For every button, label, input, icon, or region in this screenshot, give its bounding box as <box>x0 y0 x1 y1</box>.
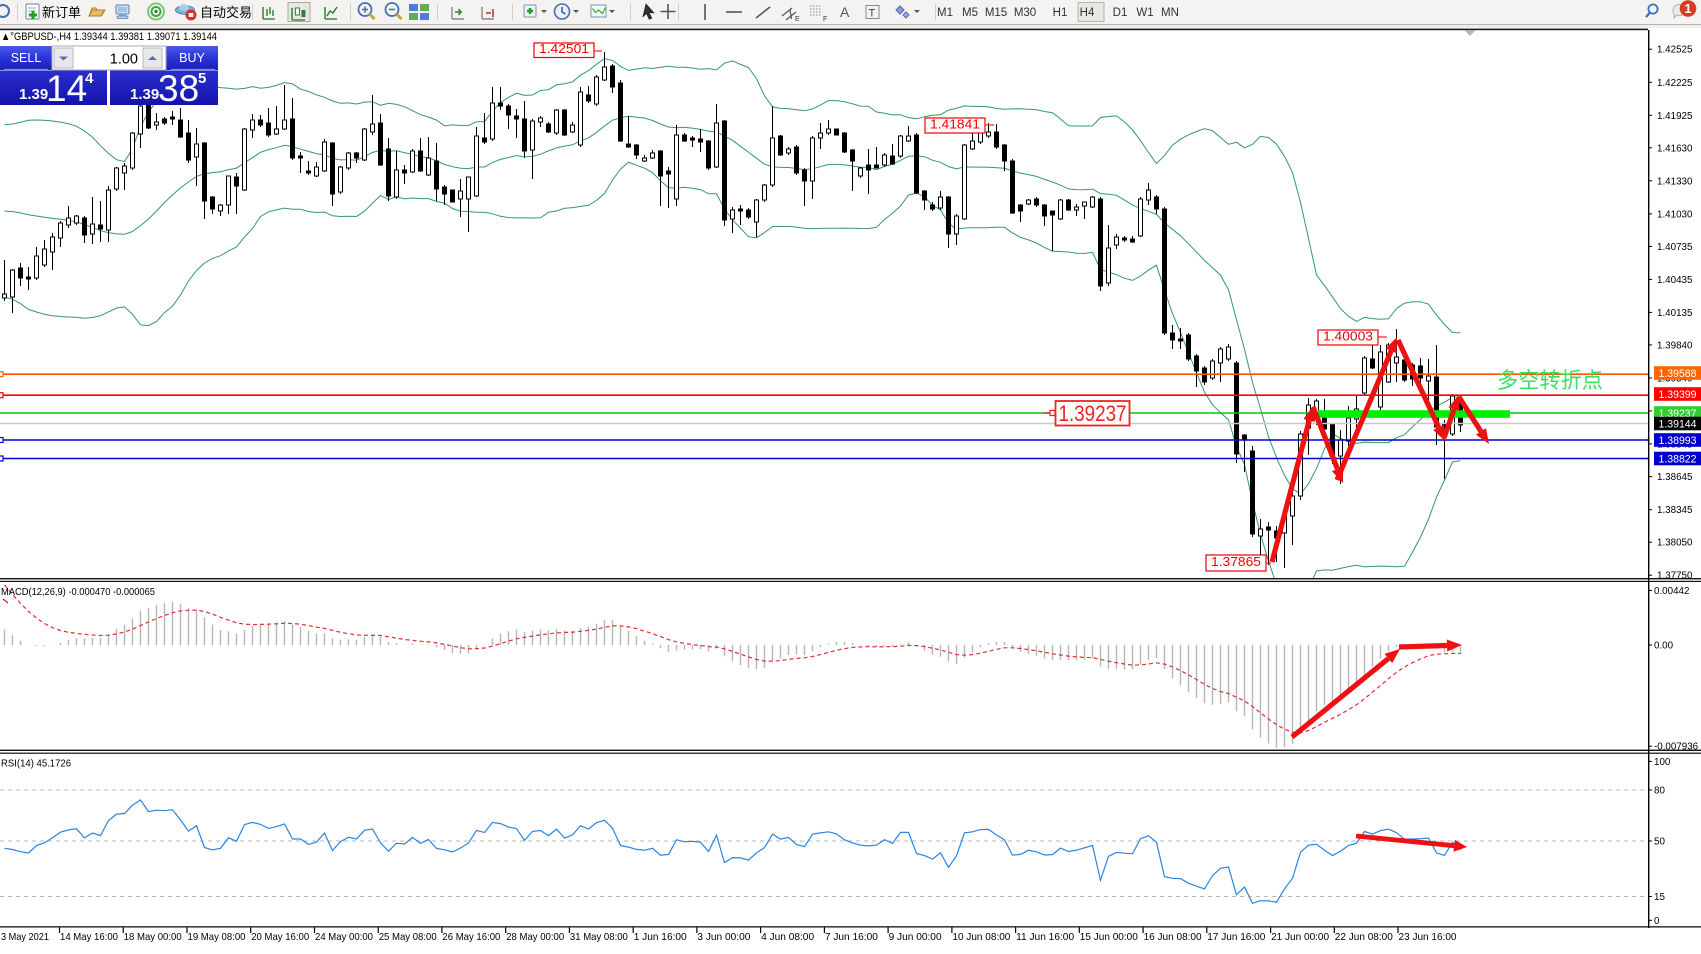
svg-text:9 Jun 00:00: 9 Jun 00:00 <box>889 932 942 943</box>
svg-text:1 Jun 16:00: 1 Jun 16:00 <box>634 932 687 943</box>
svg-text:MN: MN <box>1161 7 1179 19</box>
svg-text:0.00442: 0.00442 <box>1654 586 1689 597</box>
svg-text:1.41925: 1.41925 <box>1657 111 1693 122</box>
svg-text:1.41630: 1.41630 <box>1657 143 1693 154</box>
svg-text:23 Jun 16:00: 23 Jun 16:00 <box>1399 932 1457 943</box>
svg-text:18 May 00:00: 18 May 00:00 <box>124 932 182 943</box>
svg-text:▲°GBPUSD-,H4 1.39344 1.39381: ▲°GBPUSD-,H4 1.39344 1.39381 1.39071 1.3… <box>1 31 217 43</box>
svg-text:11 Jun 16:00: 11 Jun 16:00 <box>1016 932 1074 943</box>
svg-text:3 May 2021: 3 May 2021 <box>1 932 49 943</box>
svg-text:1.38993: 1.38993 <box>1659 435 1697 447</box>
svg-text:15: 15 <box>1654 892 1665 903</box>
svg-text:100: 100 <box>1654 757 1671 768</box>
svg-text:M1: M1 <box>937 7 953 19</box>
svg-text:D1: D1 <box>1113 7 1128 19</box>
svg-text:80: 80 <box>1654 786 1665 797</box>
svg-text:7 Jun 16:00: 7 Jun 16:00 <box>825 932 878 943</box>
svg-text:SELL: SELL <box>11 51 42 65</box>
svg-text:24 May 00:00: 24 May 00:00 <box>315 932 373 943</box>
svg-text:1.40135: 1.40135 <box>1657 308 1693 319</box>
svg-text:RSI(14) 45.1726: RSI(14) 45.1726 <box>1 759 71 770</box>
svg-text:1.38050: 1.38050 <box>1657 538 1693 549</box>
svg-text:4: 4 <box>85 70 94 87</box>
svg-text:1.42501: 1.42501 <box>539 41 589 56</box>
svg-text:1.42225: 1.42225 <box>1657 78 1693 89</box>
svg-text:1.41030: 1.41030 <box>1657 209 1693 220</box>
svg-text:A: A <box>840 4 850 20</box>
svg-text:E: E <box>795 16 800 23</box>
svg-text:1: 1 <box>1684 1 1691 16</box>
svg-text:1.42525: 1.42525 <box>1657 45 1693 56</box>
svg-text:1.41841: 1.41841 <box>930 117 980 132</box>
svg-text:3 Jun 00:00: 3 Jun 00:00 <box>697 932 750 943</box>
svg-text:M15: M15 <box>985 7 1007 19</box>
svg-text:0: 0 <box>1654 916 1660 927</box>
svg-text:M30: M30 <box>1014 7 1036 19</box>
svg-text:38: 38 <box>158 68 199 109</box>
svg-text:自动交易: 自动交易 <box>200 5 252 20</box>
svg-text:10 Jun 08:00: 10 Jun 08:00 <box>952 932 1010 943</box>
svg-text:14 May 16:00: 14 May 16:00 <box>60 932 118 943</box>
svg-text:1.37865: 1.37865 <box>1211 554 1261 569</box>
svg-text:17 Jun 16:00: 17 Jun 16:00 <box>1207 932 1265 943</box>
svg-text:1.39237: 1.39237 <box>1059 401 1127 426</box>
svg-text:1.40003: 1.40003 <box>1323 329 1373 344</box>
svg-text:5: 5 <box>198 70 206 87</box>
svg-text:1.00: 1.00 <box>110 52 138 68</box>
svg-text:1.39144: 1.39144 <box>1659 419 1697 431</box>
svg-text:1.39399: 1.39399 <box>1659 389 1697 401</box>
svg-text:H4: H4 <box>1080 7 1095 19</box>
svg-text:F: F <box>823 16 827 23</box>
svg-text:21 Jun 00:00: 21 Jun 00:00 <box>1271 932 1329 943</box>
svg-text:14: 14 <box>46 68 87 109</box>
svg-text:25 May 08:00: 25 May 08:00 <box>379 932 437 943</box>
svg-text:H1: H1 <box>1053 7 1068 19</box>
svg-text:T: T <box>869 8 876 20</box>
svg-text:0.00: 0.00 <box>1654 641 1674 652</box>
svg-text:1.38822: 1.38822 <box>1659 454 1697 466</box>
svg-text:1.38645: 1.38645 <box>1657 472 1693 483</box>
svg-text:1.41330: 1.41330 <box>1657 176 1693 187</box>
svg-text:1.38345: 1.38345 <box>1657 505 1693 516</box>
svg-text:BUY: BUY <box>179 51 205 65</box>
svg-text:1.39840: 1.39840 <box>1657 340 1693 351</box>
svg-text:-0.007936: -0.007936 <box>1654 742 1699 753</box>
svg-text:20 May 16:00: 20 May 16:00 <box>251 932 309 943</box>
svg-text:1.39: 1.39 <box>130 86 159 103</box>
svg-text:4 Jun 08:00: 4 Jun 08:00 <box>761 932 814 943</box>
svg-text:26 May 16:00: 26 May 16:00 <box>442 932 500 943</box>
svg-text:1.40435: 1.40435 <box>1657 275 1693 286</box>
svg-text:16 Jun 08:00: 16 Jun 08:00 <box>1144 932 1202 943</box>
svg-text:15 Jun 00:00: 15 Jun 00:00 <box>1080 932 1138 943</box>
svg-text:31 May 08:00: 31 May 08:00 <box>570 932 628 943</box>
svg-text:多空转折点: 多空转折点 <box>1497 368 1603 393</box>
svg-text:新订单: 新订单 <box>42 5 81 20</box>
svg-text:22 Jun 08:00: 22 Jun 08:00 <box>1335 932 1393 943</box>
svg-text:1.40735: 1.40735 <box>1657 242 1693 253</box>
svg-text:MACD(12,26,9) -0.000470 -0.000: MACD(12,26,9) -0.000470 -0.000065 <box>1 587 155 598</box>
svg-text:50: 50 <box>1654 837 1665 848</box>
svg-text:1.39: 1.39 <box>19 86 48 103</box>
svg-text:1.37750: 1.37750 <box>1657 571 1693 582</box>
svg-text:1.39588: 1.39588 <box>1659 368 1697 380</box>
svg-text:M5: M5 <box>962 7 978 19</box>
svg-text:W1: W1 <box>1136 7 1153 19</box>
svg-text:19 May 08:00: 19 May 08:00 <box>188 932 246 943</box>
svg-text:28 May 00:00: 28 May 00:00 <box>506 932 564 943</box>
